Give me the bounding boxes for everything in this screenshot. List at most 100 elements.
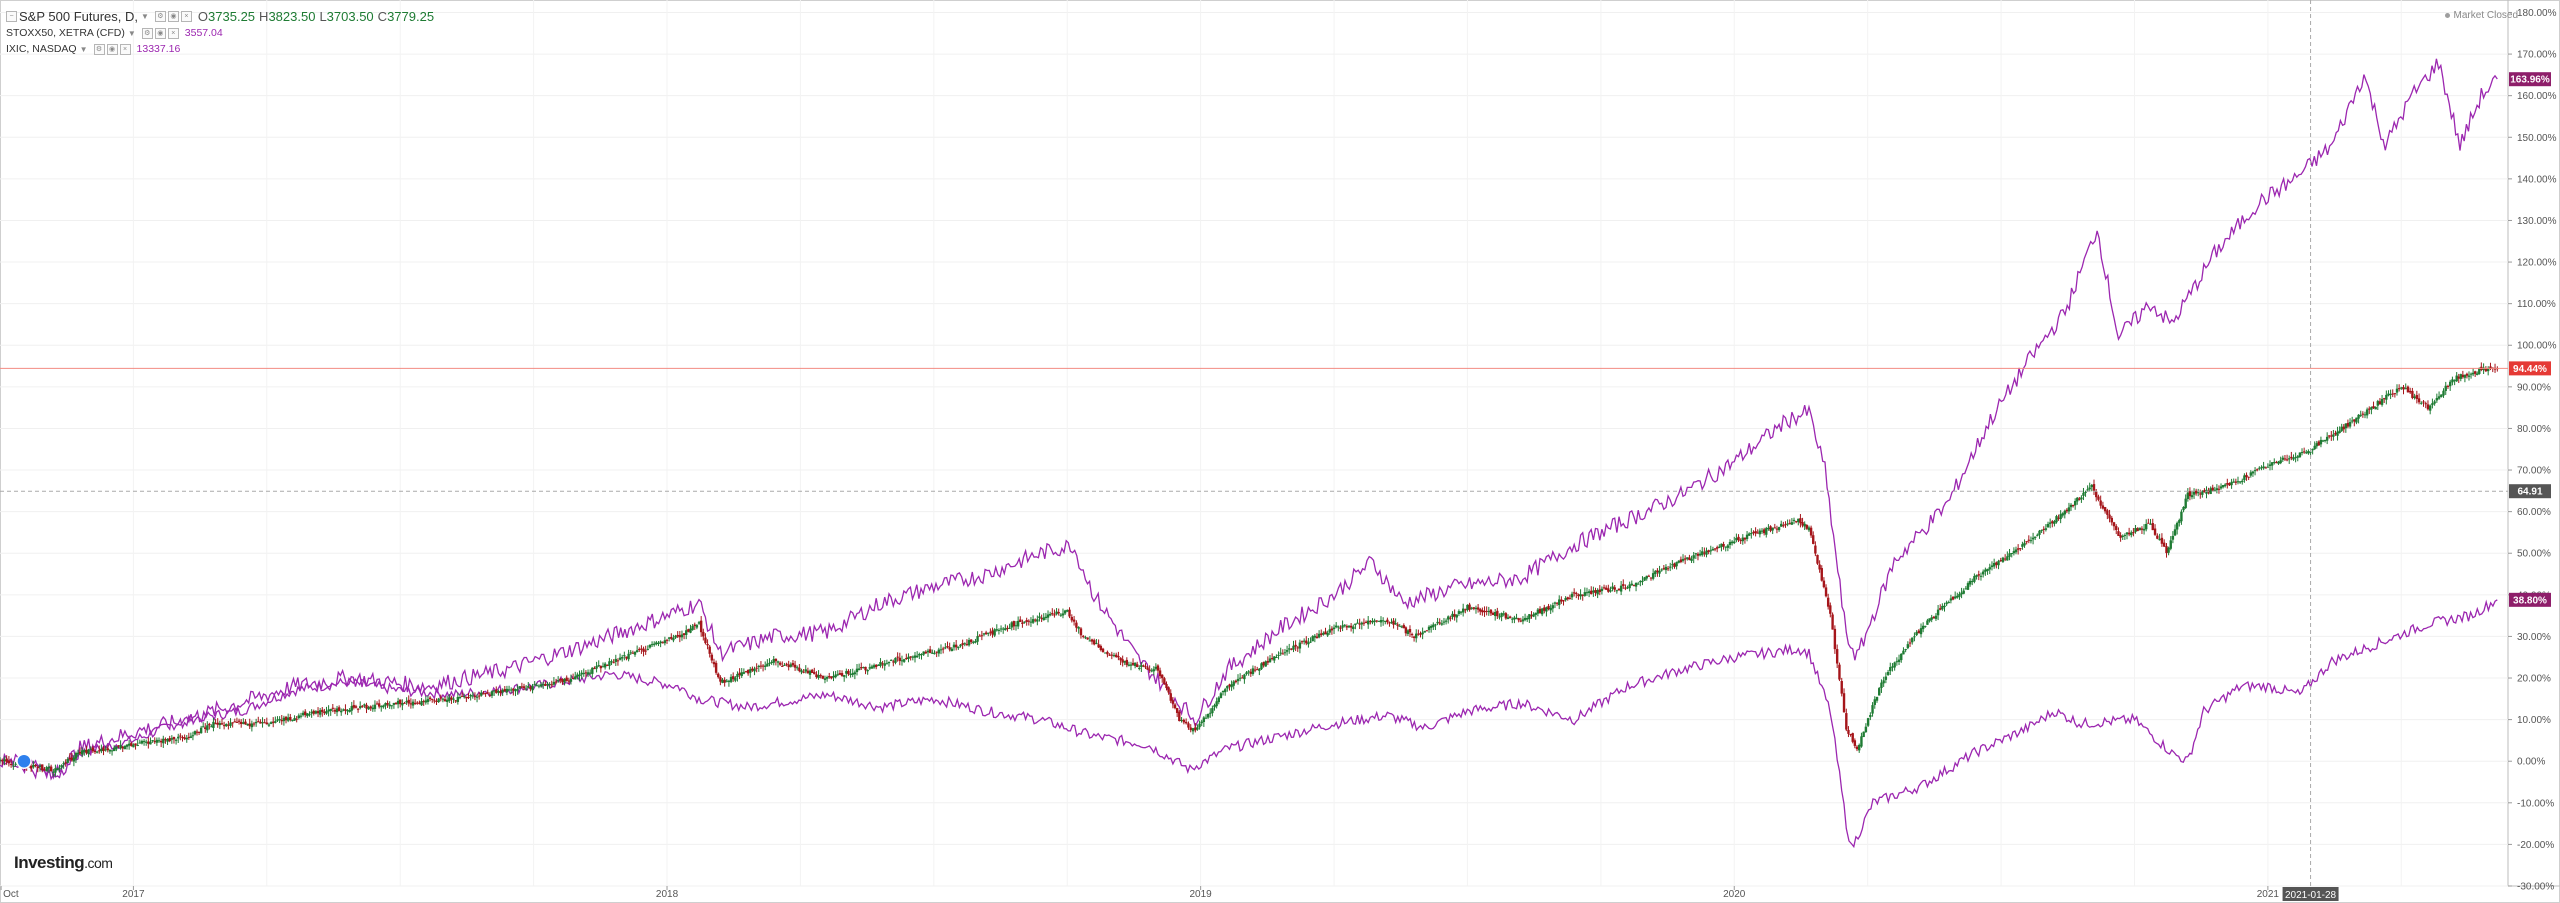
candle-body (1814, 545, 1817, 554)
candle-body (1027, 620, 1031, 622)
x-tick-label: 2020 (1723, 889, 1746, 900)
candle-body (2197, 492, 2200, 494)
candle-body (1364, 621, 1368, 623)
candle-body (864, 666, 867, 671)
candle-body (2361, 413, 2365, 415)
candle-body (2136, 528, 2139, 532)
chevron-down-icon[interactable]: ▼ (79, 44, 88, 54)
candle-body (1206, 713, 1210, 718)
candle-body (80, 750, 84, 755)
candle-body (1298, 642, 1302, 649)
candle-body (1148, 669, 1151, 671)
chevron-down-icon[interactable]: ▼ (141, 12, 149, 21)
candle-body (1234, 680, 1238, 683)
candle-body (2442, 390, 2445, 396)
candle-body (2283, 458, 2287, 460)
x-axis[interactable]: Oct 2017 2018 2019 2020 2021 2021-01-28 (0, 886, 2339, 901)
candle-body (974, 641, 977, 643)
candle-body (546, 684, 549, 686)
close-icon[interactable]: × (180, 11, 192, 22)
candle-body (2134, 528, 2137, 532)
candle-body (1345, 626, 1349, 628)
hide-icon[interactable]: ◉ (106, 43, 118, 55)
close-icon[interactable]: × (167, 27, 179, 39)
candle-body (1292, 645, 1295, 650)
candle-body (1547, 605, 1550, 610)
candle-body (254, 721, 258, 724)
candle-body (1281, 653, 1285, 655)
legend-main-name[interactable]: S&P 500 Futures, D, (19, 9, 138, 24)
candle-body (559, 679, 562, 681)
candle-body (1632, 584, 1636, 586)
candle-body (1300, 641, 1304, 643)
candle-body (815, 674, 818, 678)
candle-body (325, 711, 328, 714)
candle-body (883, 663, 886, 666)
candle-body (43, 769, 46, 771)
candle-body (561, 679, 564, 683)
chevron-down-icon[interactable]: ▼ (127, 28, 136, 38)
candle-body (1822, 580, 1826, 588)
candle-body (606, 664, 609, 666)
legend-compare-ixic-name[interactable]: IXIC, NASDAQ (6, 43, 77, 55)
collapse-icon[interactable]: − (6, 11, 17, 22)
candle-body (1347, 625, 1351, 628)
candle-body (952, 644, 956, 648)
candle-body (2175, 522, 2179, 530)
candle-body (1730, 541, 1734, 544)
candle-body (2408, 390, 2412, 393)
legend-compare-stoxx-name[interactable]: STOXX50, XETRA (CFD) (6, 27, 125, 39)
candle-body (68, 758, 71, 760)
candle-body (2048, 522, 2052, 524)
candle-body (2355, 417, 2358, 423)
candle-body (1880, 682, 1883, 689)
y-axis[interactable]: 180.00% 170.00% 160.00% 150.00% 140.00% 130.0… (2508, 8, 2557, 893)
settings-icon[interactable]: ⚙ (154, 11, 166, 22)
candle-body (2021, 544, 2024, 547)
settings-icon[interactable]: ⚙ (141, 27, 153, 39)
candle-body (1873, 699, 1876, 705)
candle-body (1354, 623, 1357, 626)
candle-body (603, 663, 607, 668)
candle-body (1884, 676, 1888, 680)
candle-body (1932, 616, 1936, 619)
candle-body (2393, 393, 2397, 395)
candle-body (800, 670, 803, 673)
candle-body (1115, 654, 1118, 657)
candle-body (969, 639, 973, 643)
candle-body (802, 671, 805, 673)
candle-body (2234, 481, 2238, 483)
candle-body (625, 656, 628, 659)
candle-body (2247, 476, 2250, 478)
candle-body (954, 644, 958, 648)
legend-main: − S&P 500 Futures, D, ▼ ⚙ ◉ × O 3735.25 H… (6, 8, 434, 25)
x-tick-label: 2018 (656, 889, 679, 900)
candle-body (2025, 541, 2028, 543)
settings-icon[interactable]: ⚙ (93, 43, 105, 55)
candle-body (2424, 403, 2427, 405)
candle-body (1070, 616, 1074, 621)
hide-icon[interactable]: ◉ (167, 11, 179, 22)
candle-body (1451, 613, 1454, 618)
candle-body (614, 658, 617, 662)
candle-body (392, 702, 396, 705)
candle-body (892, 661, 895, 663)
candle-body (1014, 625, 1018, 627)
candle-body (2016, 548, 2020, 550)
candle-body (1260, 663, 1263, 670)
candle-body (1392, 620, 1395, 625)
candle-body (1615, 590, 1619, 592)
candle-body (488, 694, 492, 696)
candle-body (1943, 605, 1946, 608)
hide-icon[interactable]: ◉ (154, 27, 166, 39)
candle-body (512, 688, 515, 691)
candle-body (2027, 539, 2031, 541)
candle-body (2275, 462, 2278, 464)
close-icon[interactable]: × (119, 43, 131, 55)
candle-body (1390, 622, 1393, 624)
x-tick-label: 2017 (122, 889, 145, 900)
candle-body (1302, 640, 1306, 642)
candle-body (2365, 409, 2369, 416)
candle-body (1979, 575, 1983, 577)
